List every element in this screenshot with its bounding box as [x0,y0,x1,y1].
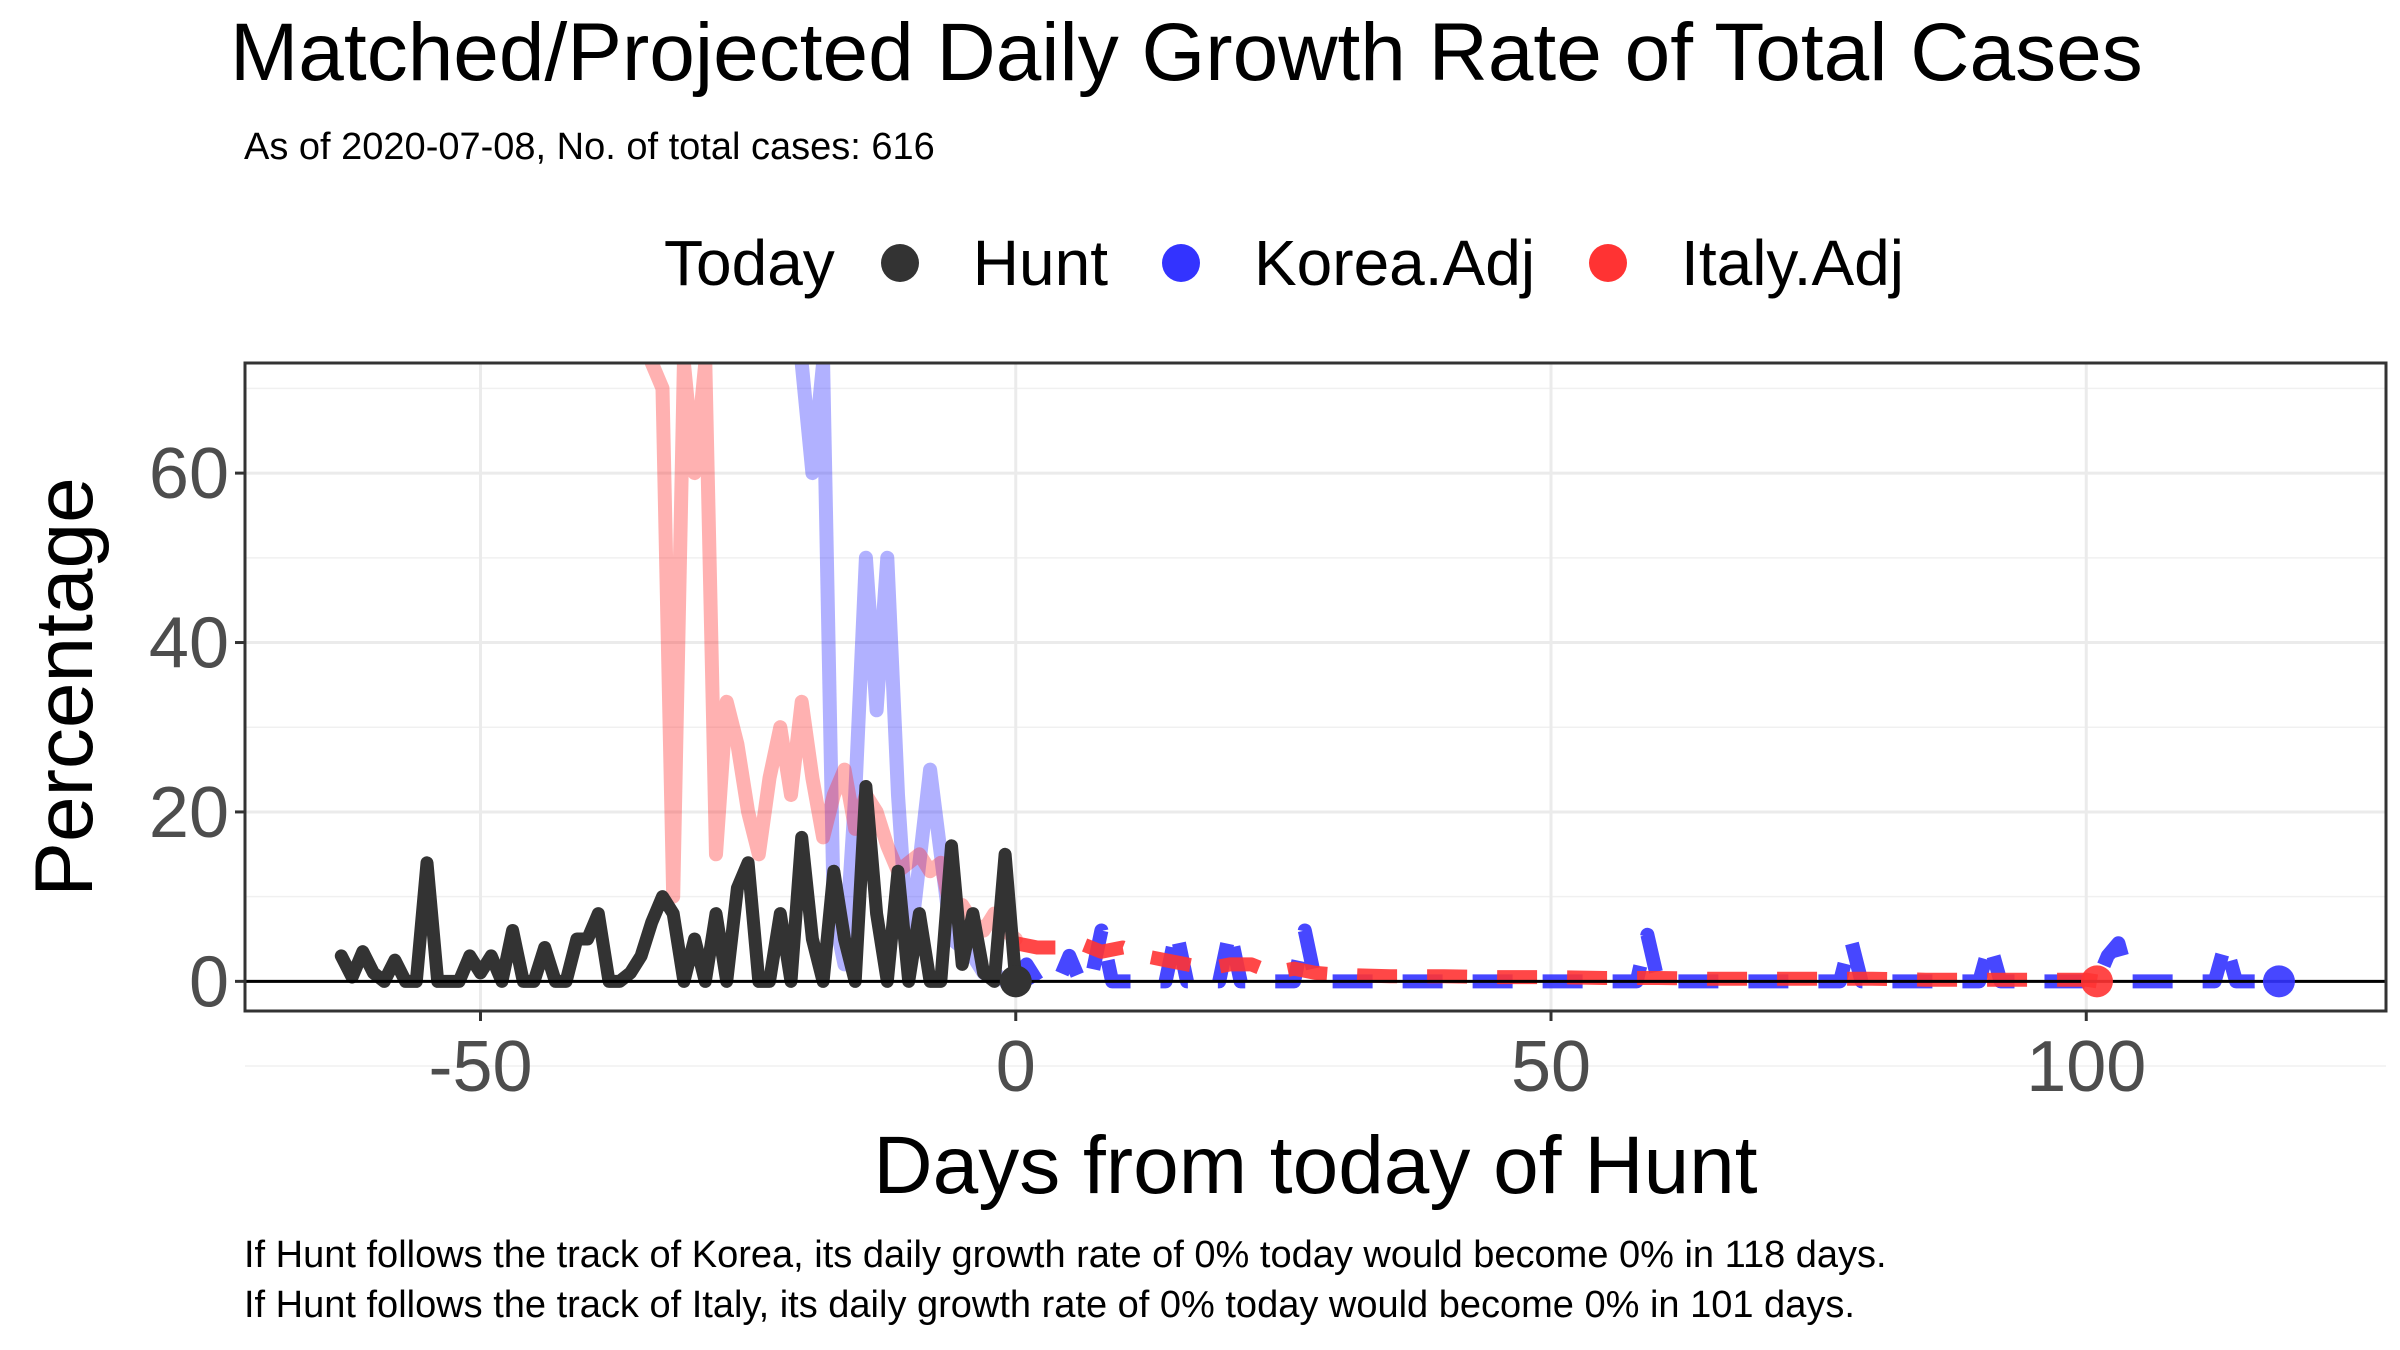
legend-label-hunt: Hunt [972,227,1108,299]
legend-title: Today [664,227,835,299]
legend-label-italy: Italy.Adj [1681,227,1904,299]
x-tick-label: 0 [996,1027,1036,1107]
plot-border [243,361,2388,1013]
series-line-italy-adj-projection [1014,936,2099,989]
marker-hunt [999,965,1032,998]
marker-korea-adj [2262,965,2295,998]
y-tick-label: 20 [149,773,229,853]
marker-italy-adj [2080,965,2113,998]
legend-item-italy: Italy.Adj [1589,226,1904,300]
plot-background [245,363,2386,1011]
x-tick-label: -50 [428,1027,532,1107]
y-axis-label: Percentage [19,477,110,896]
legend-item-korea: Korea.Adj [1161,226,1536,300]
y-tick-label: 40 [149,604,229,684]
caption-korea: If Hunt follows the track of Korea, its … [244,1234,1887,1276]
x-tick-label: 50 [1511,1027,1591,1107]
caption-italy: If Hunt follows the track of Italy, its … [244,1284,1855,1326]
legend-label-korea: Korea.Adj [1253,227,1536,299]
chart-subtitle: As of 2020-07-08, No. of total cases: 61… [244,126,935,168]
x-tick-label: 100 [2026,1027,2146,1107]
legend: Today Hunt Korea.Adj Italy.Adj [664,218,1958,308]
y-tick-label: 60 [149,434,229,514]
legend-item-hunt: Hunt [880,226,1108,300]
legend-swatch-italy [1589,244,1628,282]
legend-swatch-hunt [880,244,919,282]
y-tick-label: 0 [189,942,229,1022]
legend-swatch-korea [1161,244,1200,282]
chart-title: Matched/Projected Daily Growth Rate of T… [230,7,2143,98]
x-axis-label: Days from today of Hunt [873,1120,1757,1211]
